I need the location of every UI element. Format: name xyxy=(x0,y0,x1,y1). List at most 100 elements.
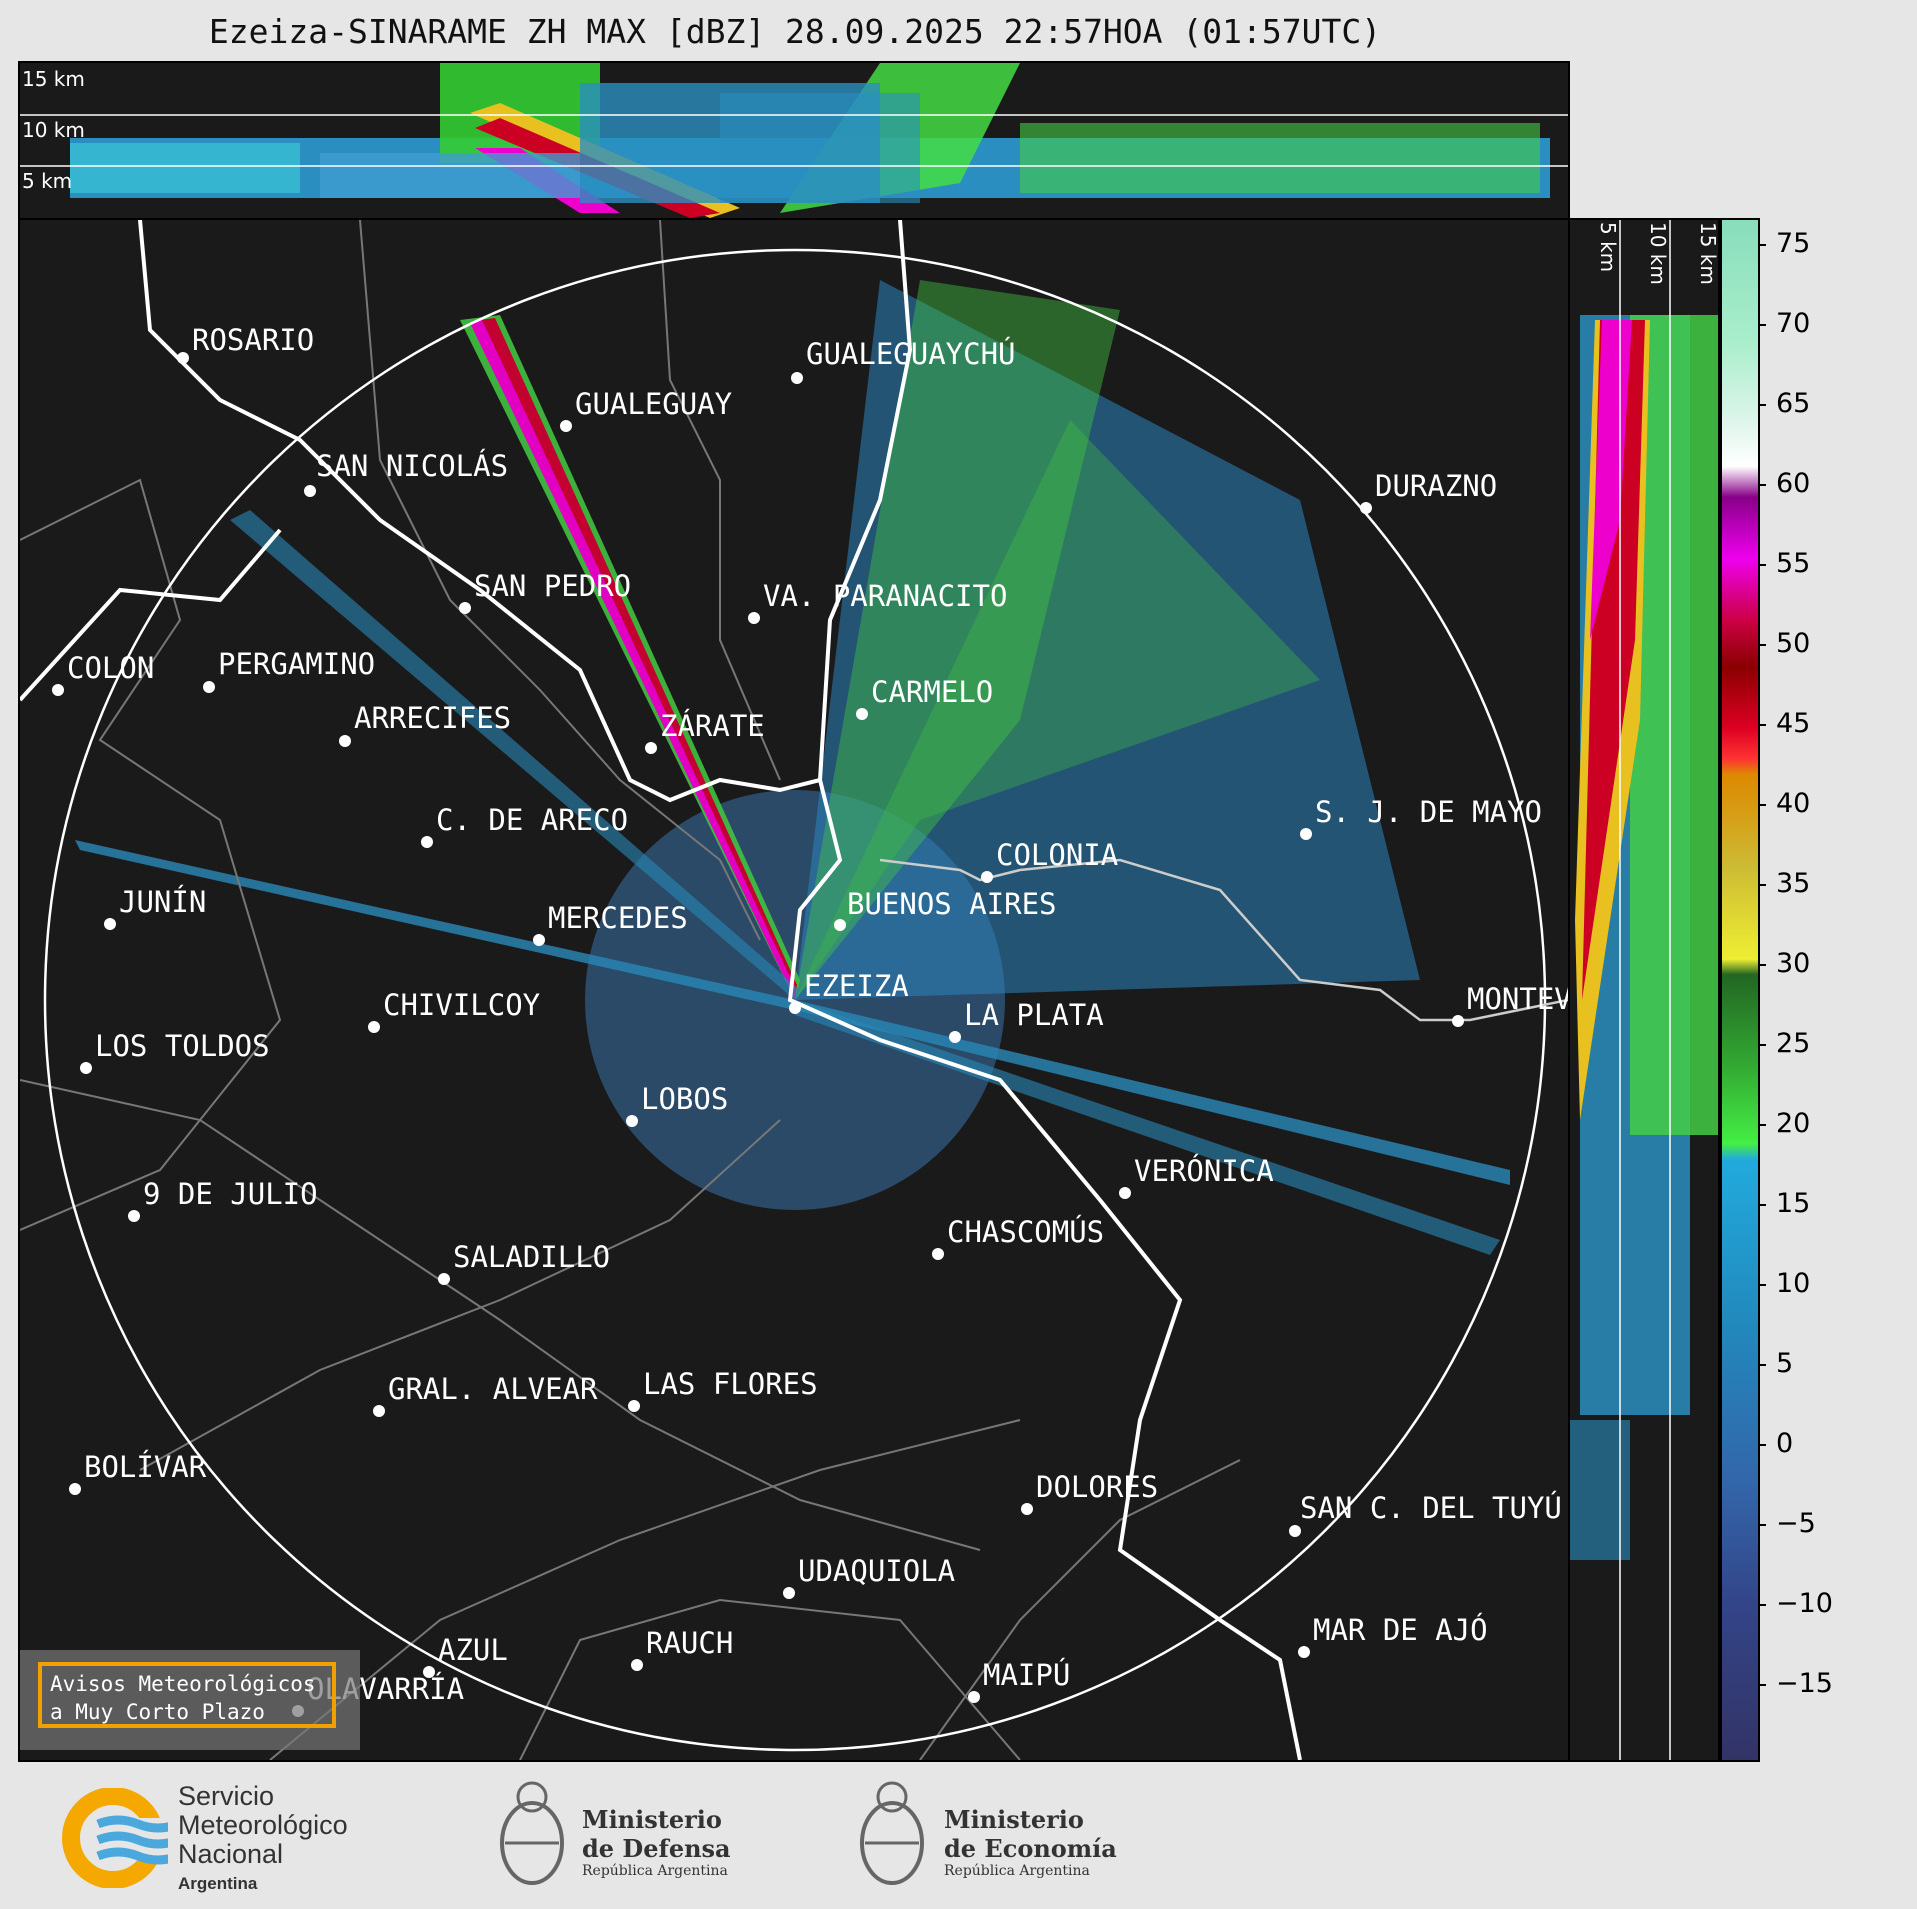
city-dot-las-flores xyxy=(628,1400,640,1412)
city-dot-mar-de-ajo xyxy=(1298,1646,1310,1658)
city-label-carmelo: CARMELO xyxy=(871,675,993,709)
city-dot-ezeiza xyxy=(789,1002,801,1014)
colorbar-tick-15: 15 xyxy=(1758,1188,1810,1219)
city-label-la-plata: LA PLATA xyxy=(964,998,1104,1032)
city-label-san-c-del-tuyu: SAN C. DEL TUYÚ xyxy=(1300,1491,1562,1525)
top-cross-section-panel: 15 km 10 km 5 km xyxy=(18,61,1570,220)
city-label-maipu: MAIPÚ xyxy=(983,1658,1070,1692)
colorbar-tick-45: 45 xyxy=(1758,708,1810,739)
city-dot-gualeguaychu xyxy=(791,372,803,384)
colorbar-tick-5: 5 xyxy=(1758,1348,1793,1379)
city-dot-bolivar xyxy=(69,1483,81,1495)
colorbar-tick-30: 30 xyxy=(1758,948,1810,979)
side-echo-band xyxy=(1570,315,1718,1560)
colorbar-tick-60: 60 xyxy=(1758,468,1810,499)
city-dot-va-paranacito xyxy=(748,612,760,624)
city-dot-zarate xyxy=(645,742,657,754)
city-dot-9-de-julio xyxy=(128,1210,140,1222)
map-title: Ezeiza-SINARAME ZH MAX [dBZ] 28.09.2025 … xyxy=(208,12,1382,51)
city-dot-durazno xyxy=(1360,502,1372,514)
city-label-c-de-areco: C. DE ARECO xyxy=(436,803,628,837)
city-dot-montevideo xyxy=(1452,1015,1464,1027)
city-dot-los-toldos xyxy=(80,1062,92,1074)
dbz-colorbar xyxy=(1720,218,1760,1762)
city-dot-dolores xyxy=(1021,1503,1033,1515)
city-dot-colonia xyxy=(981,871,993,883)
city-dot-pergamino xyxy=(203,681,215,693)
avisos-line-1: Avisos Meteorológicos xyxy=(50,1672,316,1696)
altitude-label-15km: 15 km xyxy=(22,67,85,91)
colorbar-tick-50: 50 xyxy=(1758,628,1810,659)
city-dot-udaquiola xyxy=(783,1587,795,1599)
argentina-coat-of-arms-icon xyxy=(860,1781,924,1885)
argentina-coat-of-arms-icon xyxy=(500,1781,564,1885)
city-label-rauch: RAUCH xyxy=(646,1626,733,1660)
city-label-montevideo: MONTEVIDEO xyxy=(1467,982,1568,1016)
city-label-gral-alvear: GRAL. ALVEAR xyxy=(388,1372,598,1406)
side-cross-section-panel: 5 km 10 km 15 km xyxy=(1568,218,1720,1762)
colorbar-tick-25: 25 xyxy=(1758,1028,1810,1059)
boundary-lines xyxy=(20,220,1241,1760)
city-dot-c-de-areco xyxy=(421,836,433,848)
city-label-buenos-aires: BUENOS AIRES xyxy=(847,887,1057,921)
city-dot-gualeguay xyxy=(560,420,572,432)
city-dot-saladillo xyxy=(438,1273,450,1285)
city-dot-san-pedro xyxy=(459,602,471,614)
colorbar-tick-20: 20 xyxy=(1758,1108,1810,1139)
city-label-9-de-julio: 9 DE JULIO xyxy=(143,1177,318,1211)
city-label-pergamino: PERGAMINO xyxy=(218,647,375,681)
city-label-san-nicolas: SAN NICOLÁS xyxy=(316,449,508,483)
economia-text: Ministerio de Economía República Argenti… xyxy=(944,1805,1117,1879)
city-label-mercedes: MERCEDES xyxy=(548,901,688,935)
smn-logo xyxy=(58,1787,180,1892)
coastline-uruguay xyxy=(879,858,1568,1022)
city-label-dolores: DOLORES xyxy=(1036,1470,1158,1504)
city-dot-san-nicolas xyxy=(304,485,316,497)
city-label-udaquiola: UDAQUIOLA xyxy=(798,1554,955,1588)
city-label-san-pedro: SAN PEDRO xyxy=(474,569,631,603)
city-dot-rosario xyxy=(177,352,189,364)
side-altitude-label-10km: 10 km xyxy=(1646,222,1670,285)
city-label-durazno: DURAZNO xyxy=(1375,469,1497,503)
city-dot-chivilcoy xyxy=(368,1021,380,1033)
city-label-mar-de-ajo: MAR DE AJÓ xyxy=(1313,1613,1488,1647)
radar-echo-overlay xyxy=(75,280,1510,1255)
colorbar-tick-65: 65 xyxy=(1758,388,1810,419)
city-dot-la-plata xyxy=(949,1031,961,1043)
city-dot-san-c-del-tuyu xyxy=(1289,1525,1301,1537)
avisos-overlay[interactable]: Avisos Meteorológicos a Muy Corto Plazo xyxy=(20,1650,360,1750)
colorbar-tick-75: 75 xyxy=(1758,228,1810,259)
city-dot-azul xyxy=(423,1666,435,1678)
city-dot-colon xyxy=(52,684,64,696)
city-label-zarate: ZÁRATE xyxy=(660,709,765,743)
city-label-saladillo: SALADILLO xyxy=(453,1240,610,1274)
side-altitude-label-5km: 5 km xyxy=(1596,222,1620,273)
city-label-chivilcoy: CHIVILCOY xyxy=(383,988,540,1022)
coastline-lines xyxy=(20,220,1302,1760)
city-dot-mercedes xyxy=(533,934,545,946)
top-echo-band xyxy=(70,63,1550,218)
city-label-los-toldos: LOS TOLDOS xyxy=(95,1029,270,1063)
city-dot-junin xyxy=(104,918,116,930)
city-dot-lobos xyxy=(626,1115,638,1127)
city-label-azul: AZUL xyxy=(438,1633,508,1667)
city-dot-arrecifes xyxy=(339,735,351,747)
avisos-link-box[interactable]: Avisos Meteorológicos a Muy Corto Plazo xyxy=(38,1662,336,1728)
city-dot-sj-de-mayo xyxy=(1300,828,1312,840)
city-label-gualeguaychu: GUALEGUAYCHÚ xyxy=(806,337,1016,371)
colorbar-tick-40: 40 xyxy=(1758,788,1810,819)
city-dot-buenos-aires xyxy=(834,919,846,931)
city-markers: ROSARIO GUALEGUAYCHÚ GUALEGUAY SAN NICOL… xyxy=(52,323,1568,1717)
city-label-arrecifes: ARRECIFES xyxy=(354,701,511,735)
city-label-las-flores: LAS FLORES xyxy=(643,1367,818,1401)
colorbar-tick-minus5: −5 xyxy=(1758,1508,1816,1539)
radar-map-panel: ROSARIO GUALEGUAYCHÚ GUALEGUAY SAN NICOL… xyxy=(18,218,1570,1762)
side-altitude-label-15km: 15 km xyxy=(1696,222,1720,285)
defensa-seal xyxy=(495,1775,570,1899)
smn-logo-icon xyxy=(62,1787,180,1889)
colorbar-tick-55: 55 xyxy=(1758,548,1810,579)
city-dot-carmelo xyxy=(856,708,868,720)
city-dot-veronica xyxy=(1119,1187,1131,1199)
smn-logo-text: Servicio Meteorológico Nacional Argentin… xyxy=(178,1781,348,1894)
defensa-text: Ministerio de Defensa República Argentin… xyxy=(582,1805,731,1879)
